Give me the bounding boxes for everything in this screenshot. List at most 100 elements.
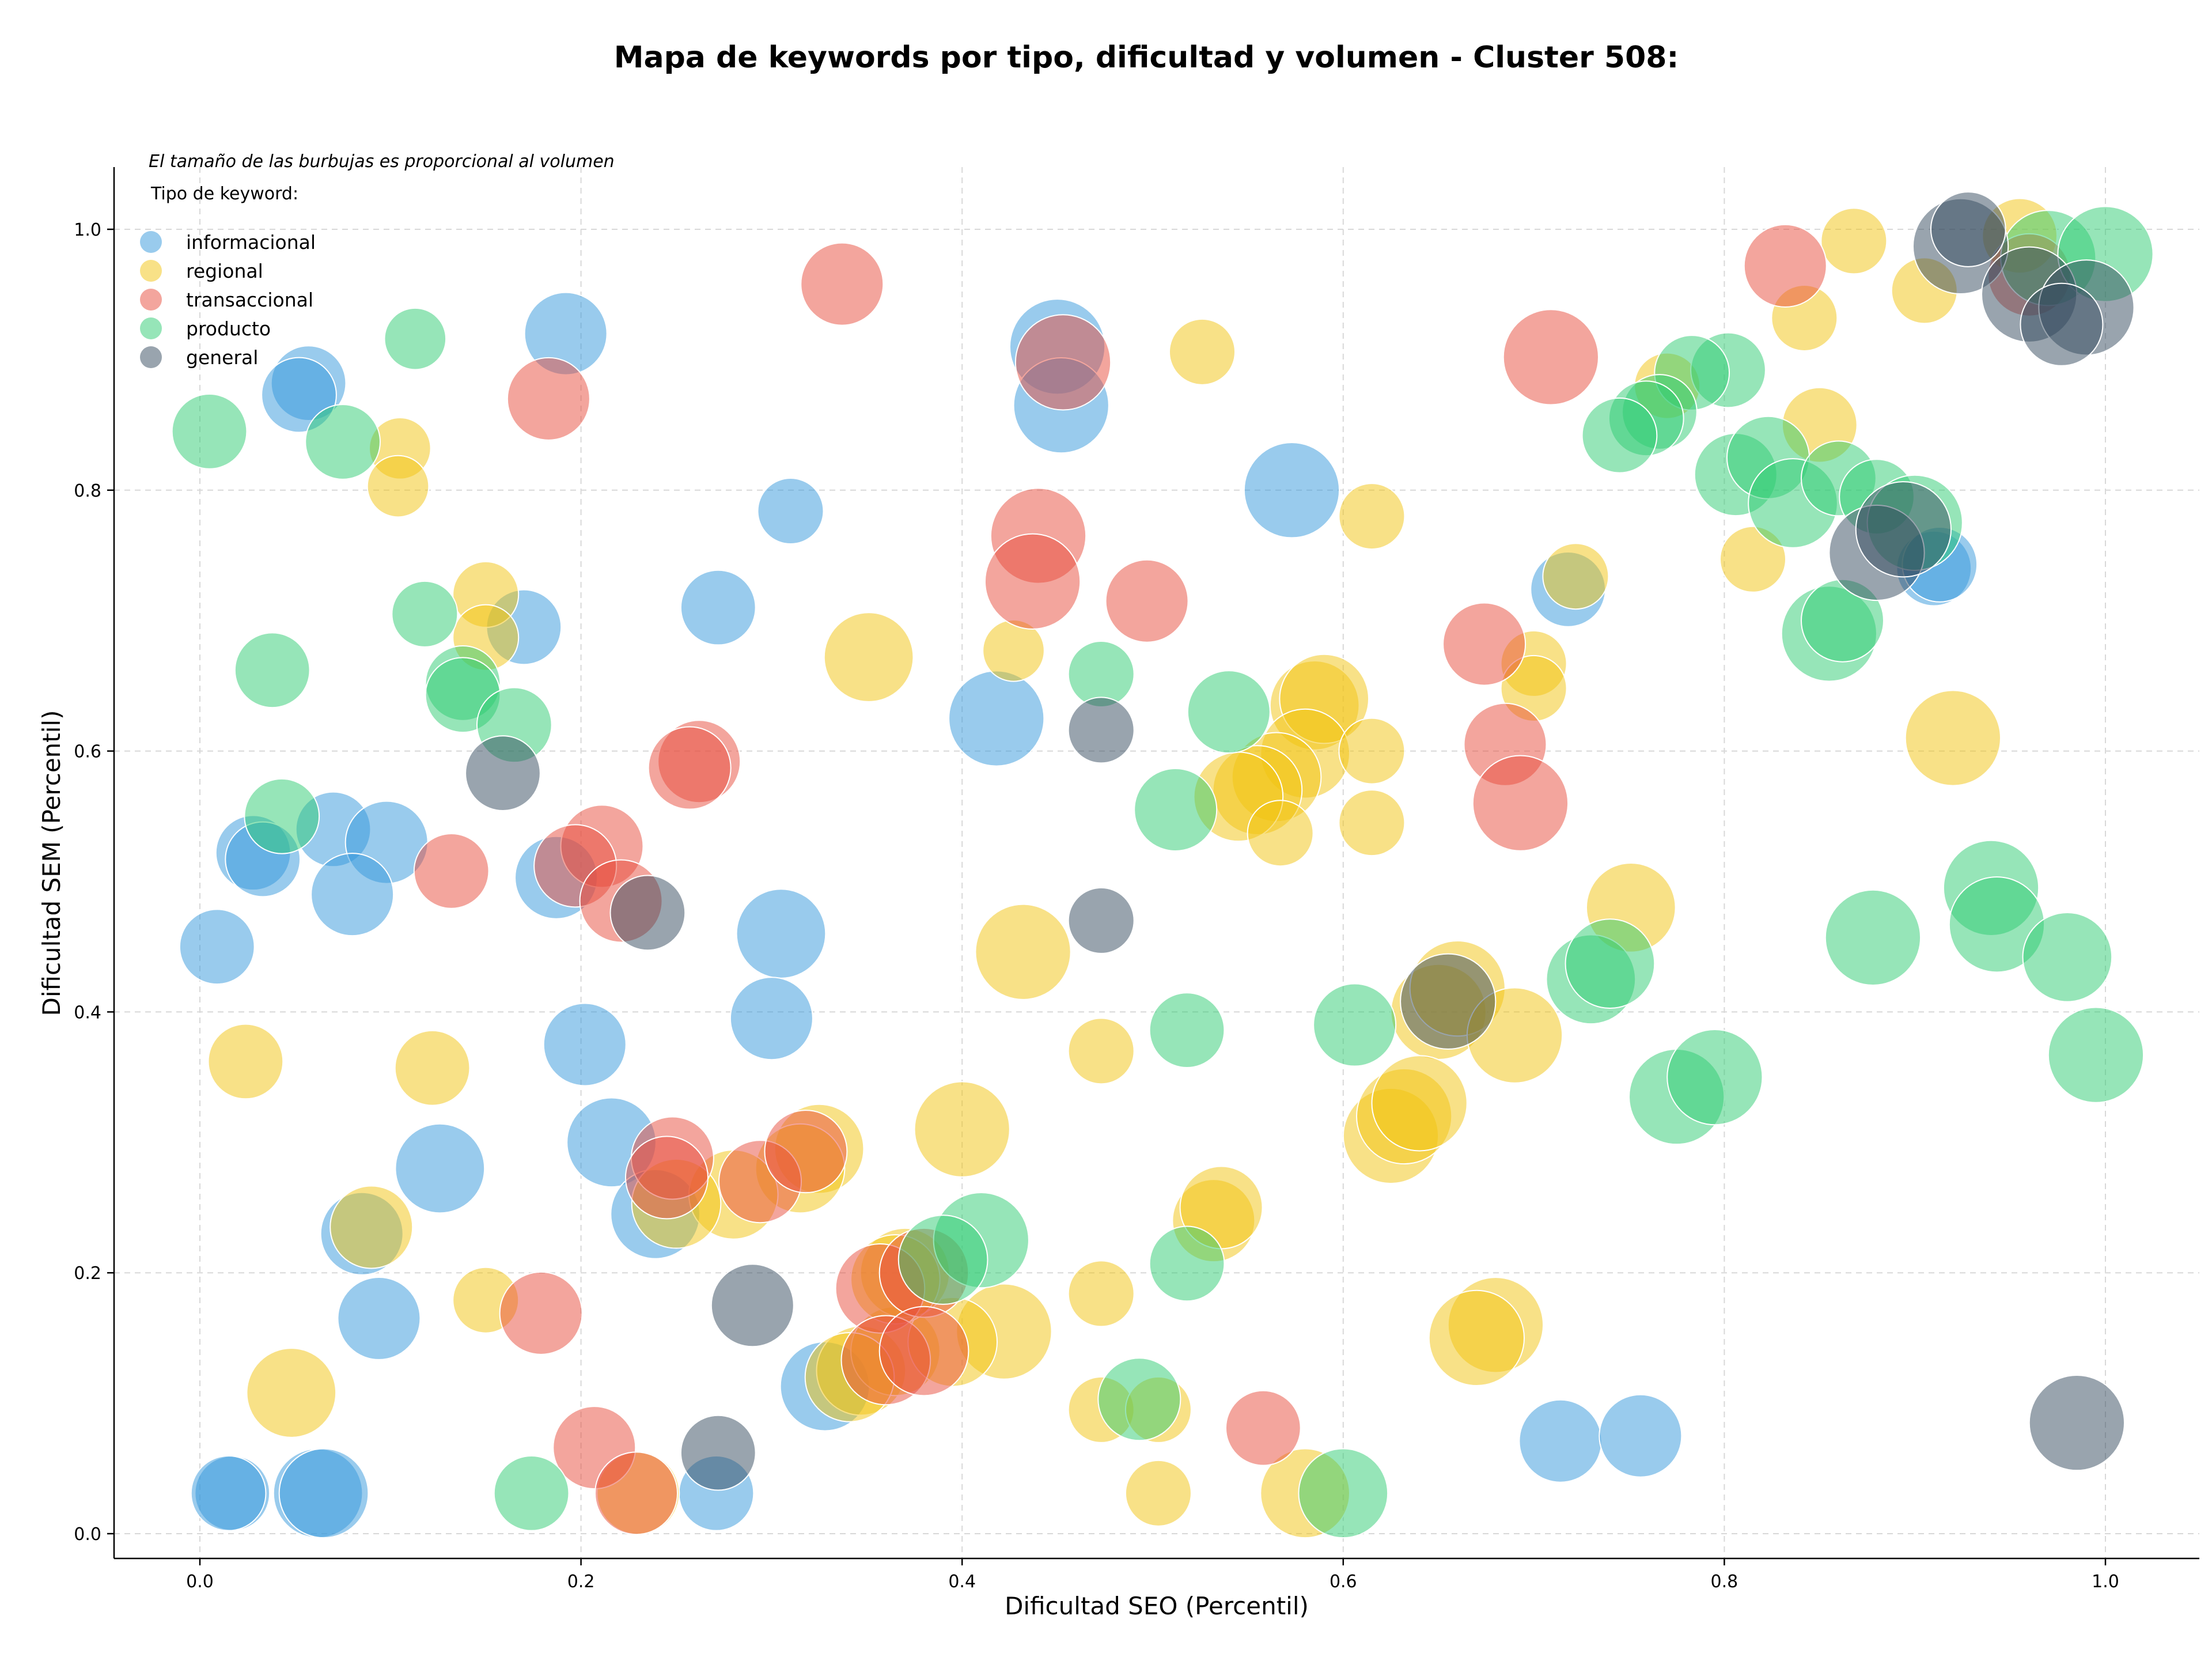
bubble-transaccional xyxy=(647,726,732,810)
legend-label-transaccional: transaccional xyxy=(186,289,313,311)
bubble-transaccional xyxy=(984,533,1081,630)
bubble-producto xyxy=(1313,983,1397,1067)
bubble-producto xyxy=(1134,767,1218,852)
bubble-regional xyxy=(1067,1017,1135,1085)
bubble-regional xyxy=(1338,483,1406,550)
bubble-general xyxy=(2028,1374,2126,1471)
bubble-producto xyxy=(493,1455,570,1531)
bubble-general xyxy=(1067,697,1135,764)
legend-marker-producto xyxy=(140,317,162,339)
legend-marker-informacional xyxy=(140,231,162,253)
bubble-transaccional xyxy=(1105,559,1189,643)
bubble-transaccional xyxy=(878,1306,969,1397)
bubble-producto xyxy=(384,307,447,370)
bubble-regional xyxy=(1371,1055,1468,1152)
bubble-transaccional xyxy=(1743,224,1827,308)
bubble-informacional xyxy=(1599,1394,1683,1478)
bubble-informacional xyxy=(736,888,827,979)
legend-marker-transaccional xyxy=(140,289,162,311)
legend-marker-general xyxy=(140,346,162,368)
y-tick-label: 1.0 xyxy=(74,220,101,240)
bubble-informacional xyxy=(1243,442,1340,539)
y-tick-label: 0.4 xyxy=(74,1002,101,1023)
x-tick-label: 0.2 xyxy=(567,1572,595,1592)
x-axis-label: Dificultad SEO (Percentil) xyxy=(1005,1592,1309,1620)
y-tick-label: 0.0 xyxy=(74,1524,101,1545)
bubble-producto xyxy=(171,394,248,470)
bubble-informacional xyxy=(278,1448,369,1539)
legend-label-regional: regional xyxy=(186,260,263,282)
bubble-regional xyxy=(1338,789,1406,857)
bubble-producto xyxy=(1149,992,1225,1068)
bubble-producto xyxy=(1581,397,1658,474)
y-tick-label: 0.6 xyxy=(74,742,101,762)
bubble-producto xyxy=(2022,911,2113,1002)
chart-title: Mapa de keywords por tipo, dificultad y … xyxy=(614,40,1679,75)
bubble-producto xyxy=(897,1214,988,1305)
bubble-informacional xyxy=(190,1455,267,1531)
legend-label-producto: producto xyxy=(186,317,271,340)
bubble-producto xyxy=(1149,1225,1225,1302)
x-tick-label: 0.4 xyxy=(948,1572,976,1592)
bubble-transaccional xyxy=(413,833,490,909)
axis-ticks: 0.0 0.2 0.4 0.6 0.8 1.0 0.0 0.2 0.4 0.6 0.8 1.0 xyxy=(74,220,2119,1592)
bubble-informacional xyxy=(310,853,395,937)
x-tick-label: 0.8 xyxy=(1711,1572,1738,1592)
bubble-general xyxy=(1855,481,1952,578)
x-tick-label: 0.6 xyxy=(1330,1572,1357,1592)
bubble-producto xyxy=(305,404,381,480)
y-tick-label: 0.8 xyxy=(74,481,101,501)
y-tick-label: 0.2 xyxy=(74,1263,101,1284)
bubble-regional xyxy=(1820,207,1888,275)
bubble-regional xyxy=(1338,717,1406,785)
bubble-transaccional xyxy=(506,357,590,441)
bubble-regional xyxy=(1542,543,1609,610)
bubble-regional xyxy=(1067,1260,1135,1327)
bubble-general xyxy=(710,1263,794,1348)
legend: El tamaño de las burbujas es proporciona… xyxy=(140,152,615,369)
bubble-regional xyxy=(207,1023,284,1100)
legend-label-informacional: informacional xyxy=(186,231,316,253)
legend-marker-regional xyxy=(140,260,162,282)
bubble-producto xyxy=(1824,889,1922,986)
bubble-regional xyxy=(394,1030,471,1106)
bubble-transaccional xyxy=(594,1451,679,1535)
bubble-general xyxy=(1400,953,1497,1050)
x-tick-label: 1.0 xyxy=(2092,1572,2119,1592)
bubble-regional xyxy=(1428,1289,1525,1387)
bubble-informacional xyxy=(680,569,756,646)
bubble-regional xyxy=(1169,318,1236,385)
bubble-producto xyxy=(244,778,320,854)
bubble-regional xyxy=(1719,525,1787,593)
bubble-regional xyxy=(1247,800,1314,867)
bubble-informacional xyxy=(337,1276,421,1360)
bubble-informacional xyxy=(1518,1399,1603,1483)
bubble-general xyxy=(1067,887,1135,954)
bubble-transaccional xyxy=(499,1271,583,1355)
bubble-producto xyxy=(234,632,310,709)
bubble-informacional xyxy=(395,1123,486,1214)
bubble-transaccional xyxy=(1442,602,1527,686)
legend-note: El tamaño de las burbujas es proporciona… xyxy=(149,152,615,172)
bubble-regional xyxy=(823,612,914,702)
bubble-general xyxy=(465,735,541,811)
bubble-producto xyxy=(1187,670,1271,754)
bubble-general xyxy=(2020,282,2104,366)
bubble-transaccional xyxy=(1225,1390,1301,1466)
bubble-producto xyxy=(391,580,459,648)
bubble-general xyxy=(609,875,686,951)
bubble-general xyxy=(1930,191,2006,267)
x-tick-label: 0.0 xyxy=(186,1572,214,1592)
bubble-transaccional xyxy=(1472,755,1569,852)
y-axis-label: Dificultad SEM (Percentil) xyxy=(37,710,66,1016)
bubble-producto xyxy=(2047,1007,2145,1103)
bubble-regional xyxy=(1124,1459,1192,1527)
bubble-producto xyxy=(1298,1448,1389,1539)
bubble-producto xyxy=(1097,1357,1181,1441)
bubble-regional xyxy=(975,903,1071,1000)
bubble-regional xyxy=(1904,690,2001,786)
legend-label-general: general xyxy=(186,346,258,369)
bubble-transaccional xyxy=(624,1136,709,1220)
bubbles xyxy=(171,191,2154,1539)
